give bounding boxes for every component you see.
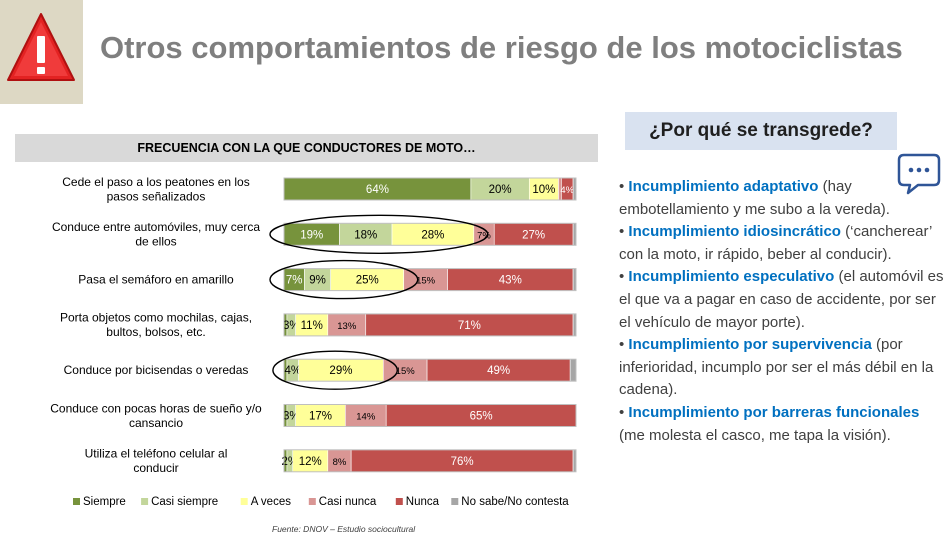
data-label: 4% bbox=[284, 365, 301, 377]
legend-swatch bbox=[395, 498, 403, 505]
legend-swatch bbox=[451, 498, 459, 505]
data-label: 15% bbox=[396, 366, 416, 377]
reason-text: (hay embotellamiento y me subo a la vere… bbox=[619, 178, 890, 218]
data-label: 11% bbox=[301, 320, 323, 332]
data-label: 17% bbox=[309, 411, 332, 423]
data-label: 4% bbox=[560, 185, 574, 196]
data-label: 10% bbox=[532, 184, 555, 196]
data-label: 7% bbox=[477, 230, 491, 241]
data-label: 27% bbox=[522, 229, 545, 241]
reason-item: • Incumplimiento especulativo (el automó… bbox=[619, 266, 949, 334]
reason-item: • Incumplimiento idiosincrático (‘canche… bbox=[619, 221, 949, 266]
reason-item: • Incumplimiento por supervivencia (por … bbox=[619, 334, 949, 402]
data-label: 12% bbox=[299, 456, 322, 468]
data-label: 15% bbox=[416, 276, 436, 287]
reason-text: (el automóvil es el que va a pagar en ca… bbox=[619, 268, 944, 331]
data-label: 20% bbox=[489, 184, 512, 196]
reason-text: (por inferioridad, incumplo por ser el m… bbox=[619, 336, 934, 399]
bullet-icon: • bbox=[619, 336, 629, 354]
highlight-ellipse bbox=[272, 350, 398, 390]
reason-title: Incumplimiento idiosincrático bbox=[628, 223, 841, 241]
data-label: 28% bbox=[421, 229, 444, 241]
data-label: 14% bbox=[356, 412, 376, 423]
data-label: 29% bbox=[329, 365, 352, 377]
legend-label: Siempre bbox=[83, 496, 126, 508]
data-label: 49% bbox=[487, 365, 510, 377]
bar-segment bbox=[569, 358, 577, 382]
bar-outline bbox=[283, 449, 577, 473]
reason-item: • Incumplimiento por barreras funcionale… bbox=[619, 402, 949, 447]
bar-outline bbox=[283, 358, 577, 382]
data-label: 7% bbox=[286, 275, 303, 287]
bar-outline bbox=[283, 222, 577, 246]
legend-swatch bbox=[308, 498, 316, 505]
data-label: 19% bbox=[300, 229, 323, 241]
data-label: 64% bbox=[366, 184, 389, 196]
warning-icon-tile bbox=[0, 0, 83, 104]
category-label: Conduce con pocas horas de sueño y/o cans… bbox=[50, 401, 262, 430]
reason-text: (‘cancherear’ con la moto, ir rápido, be… bbox=[619, 223, 932, 263]
reason-item: • Incumplimiento adaptativo (hay embotel… bbox=[619, 176, 949, 221]
reasons-list: • Incumplimiento adaptativo (hay embotel… bbox=[619, 176, 949, 447]
category-label: Conduce por bicisendas o veredas bbox=[64, 363, 249, 377]
highlight-ellipse bbox=[269, 259, 419, 300]
data-label: 43% bbox=[499, 275, 522, 287]
bar-outline bbox=[283, 268, 577, 292]
warning-triangle-icon bbox=[7, 13, 75, 81]
bullet-icon: • bbox=[619, 178, 629, 195]
bar-outline bbox=[283, 404, 577, 427]
legend-label: No sabe/No contesta bbox=[461, 496, 569, 508]
page-title: Otros comportamientos de riesgo de los m… bbox=[100, 30, 903, 65]
bullet-icon: • bbox=[619, 403, 629, 421]
reason-title: Incumplimiento por barreras funcionales bbox=[628, 403, 920, 421]
data-label: 18% bbox=[354, 229, 377, 241]
legend-swatch bbox=[73, 498, 80, 505]
legend-label: Casi nunca bbox=[319, 496, 377, 508]
legend-label: Nunca bbox=[406, 496, 440, 508]
legend-swatch bbox=[240, 498, 248, 505]
reason-title: Incumplimiento por supervivencia bbox=[628, 336, 872, 354]
chart-header: FRECUENCIA CON LA QUE CONDUCTORES DE MOT… bbox=[15, 134, 598, 162]
category-label: Utiliza el teléfono celular al conducir bbox=[85, 447, 228, 476]
category-label: Porta objetos como mochilas, cajas, bulto… bbox=[60, 311, 252, 340]
why-title: ¿Por qué se transgrede? bbox=[625, 112, 897, 150]
data-label: 13% bbox=[337, 321, 357, 332]
data-label: 65% bbox=[470, 411, 493, 423]
stacked-bar-chart: Cede el paso a los peatones en los pasos … bbox=[50, 175, 577, 508]
data-label: 25% bbox=[356, 275, 379, 287]
reason-title: Incumplimiento especulativo bbox=[628, 268, 835, 286]
bar-outline bbox=[283, 177, 577, 201]
speech-bubble-icon bbox=[897, 153, 941, 195]
legend-label: A veces bbox=[251, 496, 292, 508]
source-note: Fuente: DNOV – Estudio sociocultural bbox=[272, 524, 416, 534]
category-label: Cede el paso a los peatones en los pasos … bbox=[62, 175, 249, 204]
legend-swatch bbox=[141, 498, 149, 505]
bullet-icon: • bbox=[619, 223, 629, 241]
reason-title: Incumplimiento adaptativo bbox=[628, 178, 819, 195]
reason-text: (me molesta el casco, me tapa la visión)… bbox=[619, 426, 891, 444]
category-label: Pasa el semáforo en amarillo bbox=[78, 273, 234, 287]
data-label: 9% bbox=[309, 275, 326, 287]
bullet-icon: • bbox=[619, 268, 629, 286]
data-label: 71% bbox=[458, 320, 481, 332]
data-label: 8% bbox=[333, 457, 347, 468]
highlight-ellipse bbox=[269, 214, 489, 255]
category-label: Conduce entre automóviles, muy cerca de e… bbox=[52, 220, 260, 249]
bar-outline bbox=[283, 313, 577, 337]
data-label: 76% bbox=[451, 456, 474, 468]
legend-label: Casi siempre bbox=[151, 496, 218, 508]
